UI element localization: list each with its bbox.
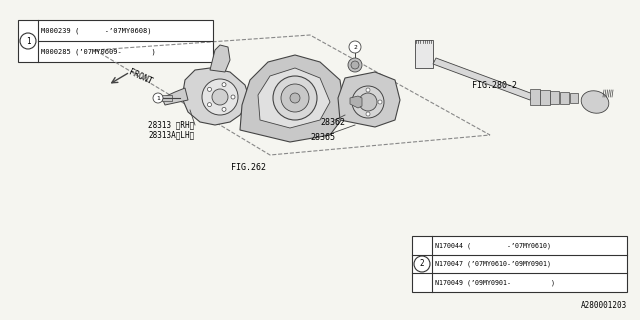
Polygon shape [338,72,400,127]
Polygon shape [433,58,533,100]
FancyBboxPatch shape [18,20,213,62]
Text: M000285 (’07MY0609-       ): M000285 (’07MY0609- ) [41,48,156,55]
Text: M000239 (      -’07MY0608): M000239 ( -’07MY0608) [41,27,152,34]
Circle shape [366,112,370,116]
FancyBboxPatch shape [412,236,627,292]
Text: FIG.280-2: FIG.280-2 [472,81,517,90]
Text: FRONT: FRONT [127,68,154,86]
Text: 28313 〈RH〉: 28313 〈RH〉 [148,121,195,130]
Text: A280001203: A280001203 [580,301,627,310]
Circle shape [273,76,317,120]
Circle shape [351,61,359,69]
Polygon shape [210,45,230,72]
Text: N170047 (’07MY0610-’09MY0901): N170047 (’07MY0610-’09MY0901) [435,261,551,267]
FancyBboxPatch shape [570,93,578,103]
FancyBboxPatch shape [415,40,433,68]
Circle shape [359,93,377,111]
Circle shape [349,41,361,53]
Circle shape [414,256,430,272]
Circle shape [231,95,235,99]
Text: 1: 1 [26,36,30,45]
Text: N170044 (         -’07MY0610): N170044 ( -’07MY0610) [435,242,551,249]
Text: 2: 2 [353,44,357,50]
Polygon shape [162,88,188,105]
Circle shape [378,100,382,104]
Circle shape [281,84,309,112]
Circle shape [352,86,384,118]
Ellipse shape [581,91,609,113]
Circle shape [222,83,226,87]
FancyBboxPatch shape [560,92,568,103]
Text: 1: 1 [156,95,160,100]
Circle shape [354,100,358,104]
Text: 28365: 28365 [310,132,335,141]
Circle shape [348,58,362,72]
FancyBboxPatch shape [540,90,550,105]
Circle shape [20,33,36,49]
FancyBboxPatch shape [530,89,540,105]
Polygon shape [258,68,330,128]
Text: 28362: 28362 [320,117,345,126]
Circle shape [202,79,238,115]
Circle shape [207,103,211,107]
Circle shape [153,93,163,103]
Polygon shape [350,96,362,108]
Circle shape [290,93,300,103]
Polygon shape [240,55,345,142]
Circle shape [222,108,226,111]
Text: N170049 (’09MY0901-          ): N170049 (’09MY0901- ) [435,279,555,286]
Circle shape [366,88,370,92]
Text: 2: 2 [420,260,424,268]
FancyBboxPatch shape [162,95,172,101]
FancyBboxPatch shape [550,91,559,104]
Text: FIG.262: FIG.262 [230,163,266,172]
Polygon shape [182,68,250,125]
Circle shape [212,89,228,105]
Circle shape [207,87,211,91]
Text: 28313A〈LH〉: 28313A〈LH〉 [148,131,195,140]
